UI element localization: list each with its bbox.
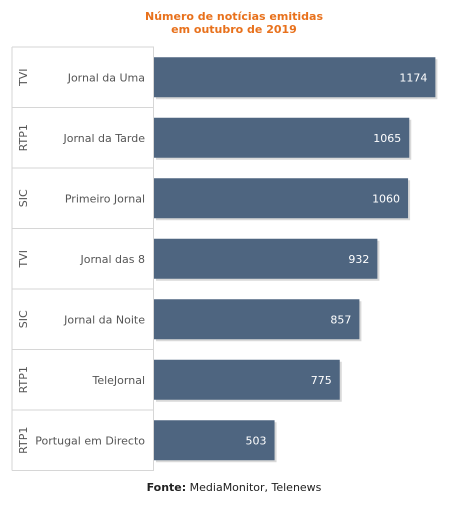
- category-label: Jornal da Noite: [63, 313, 145, 326]
- value-label: 775: [311, 374, 332, 387]
- group-label: RTP1: [17, 124, 30, 151]
- source-text: MediaMonitor, Telenews: [189, 481, 322, 494]
- category-label: Jornal da Tarde: [62, 132, 145, 145]
- value-label: 1174: [399, 71, 427, 84]
- source-note: Fonte: MediaMonitor, Telenews: [0, 481, 468, 494]
- group-label: SIC: [17, 189, 30, 207]
- bar: [154, 57, 436, 98]
- value-label: 932: [348, 253, 369, 266]
- value-label: 1060: [372, 192, 400, 205]
- bar: [154, 299, 360, 340]
- source-label: Fonte:: [146, 481, 187, 494]
- chart-title: Número de notícias emitidas em outubro d…: [144, 10, 323, 36]
- bar: [154, 117, 410, 158]
- group-label: TVI: [17, 69, 30, 88]
- group-label: RTP1: [17, 427, 30, 454]
- bar: [154, 420, 275, 461]
- bar: [154, 178, 409, 219]
- bar: [154, 238, 378, 279]
- group-label: TVI: [17, 250, 30, 269]
- category-label: Primeiro Jornal: [65, 192, 145, 205]
- bar: [154, 359, 340, 400]
- value-label: 857: [330, 313, 351, 326]
- value-label: 503: [246, 434, 267, 447]
- category-label: Jornal da Uma: [67, 71, 145, 84]
- category-label: TeleJornal: [91, 374, 145, 387]
- category-label: Jornal das 8: [79, 253, 145, 266]
- group-label: SIC: [17, 310, 30, 328]
- group-label: RTP1: [17, 366, 30, 393]
- value-label: 1065: [373, 132, 401, 145]
- category-label: Portugal em Directo: [35, 434, 145, 447]
